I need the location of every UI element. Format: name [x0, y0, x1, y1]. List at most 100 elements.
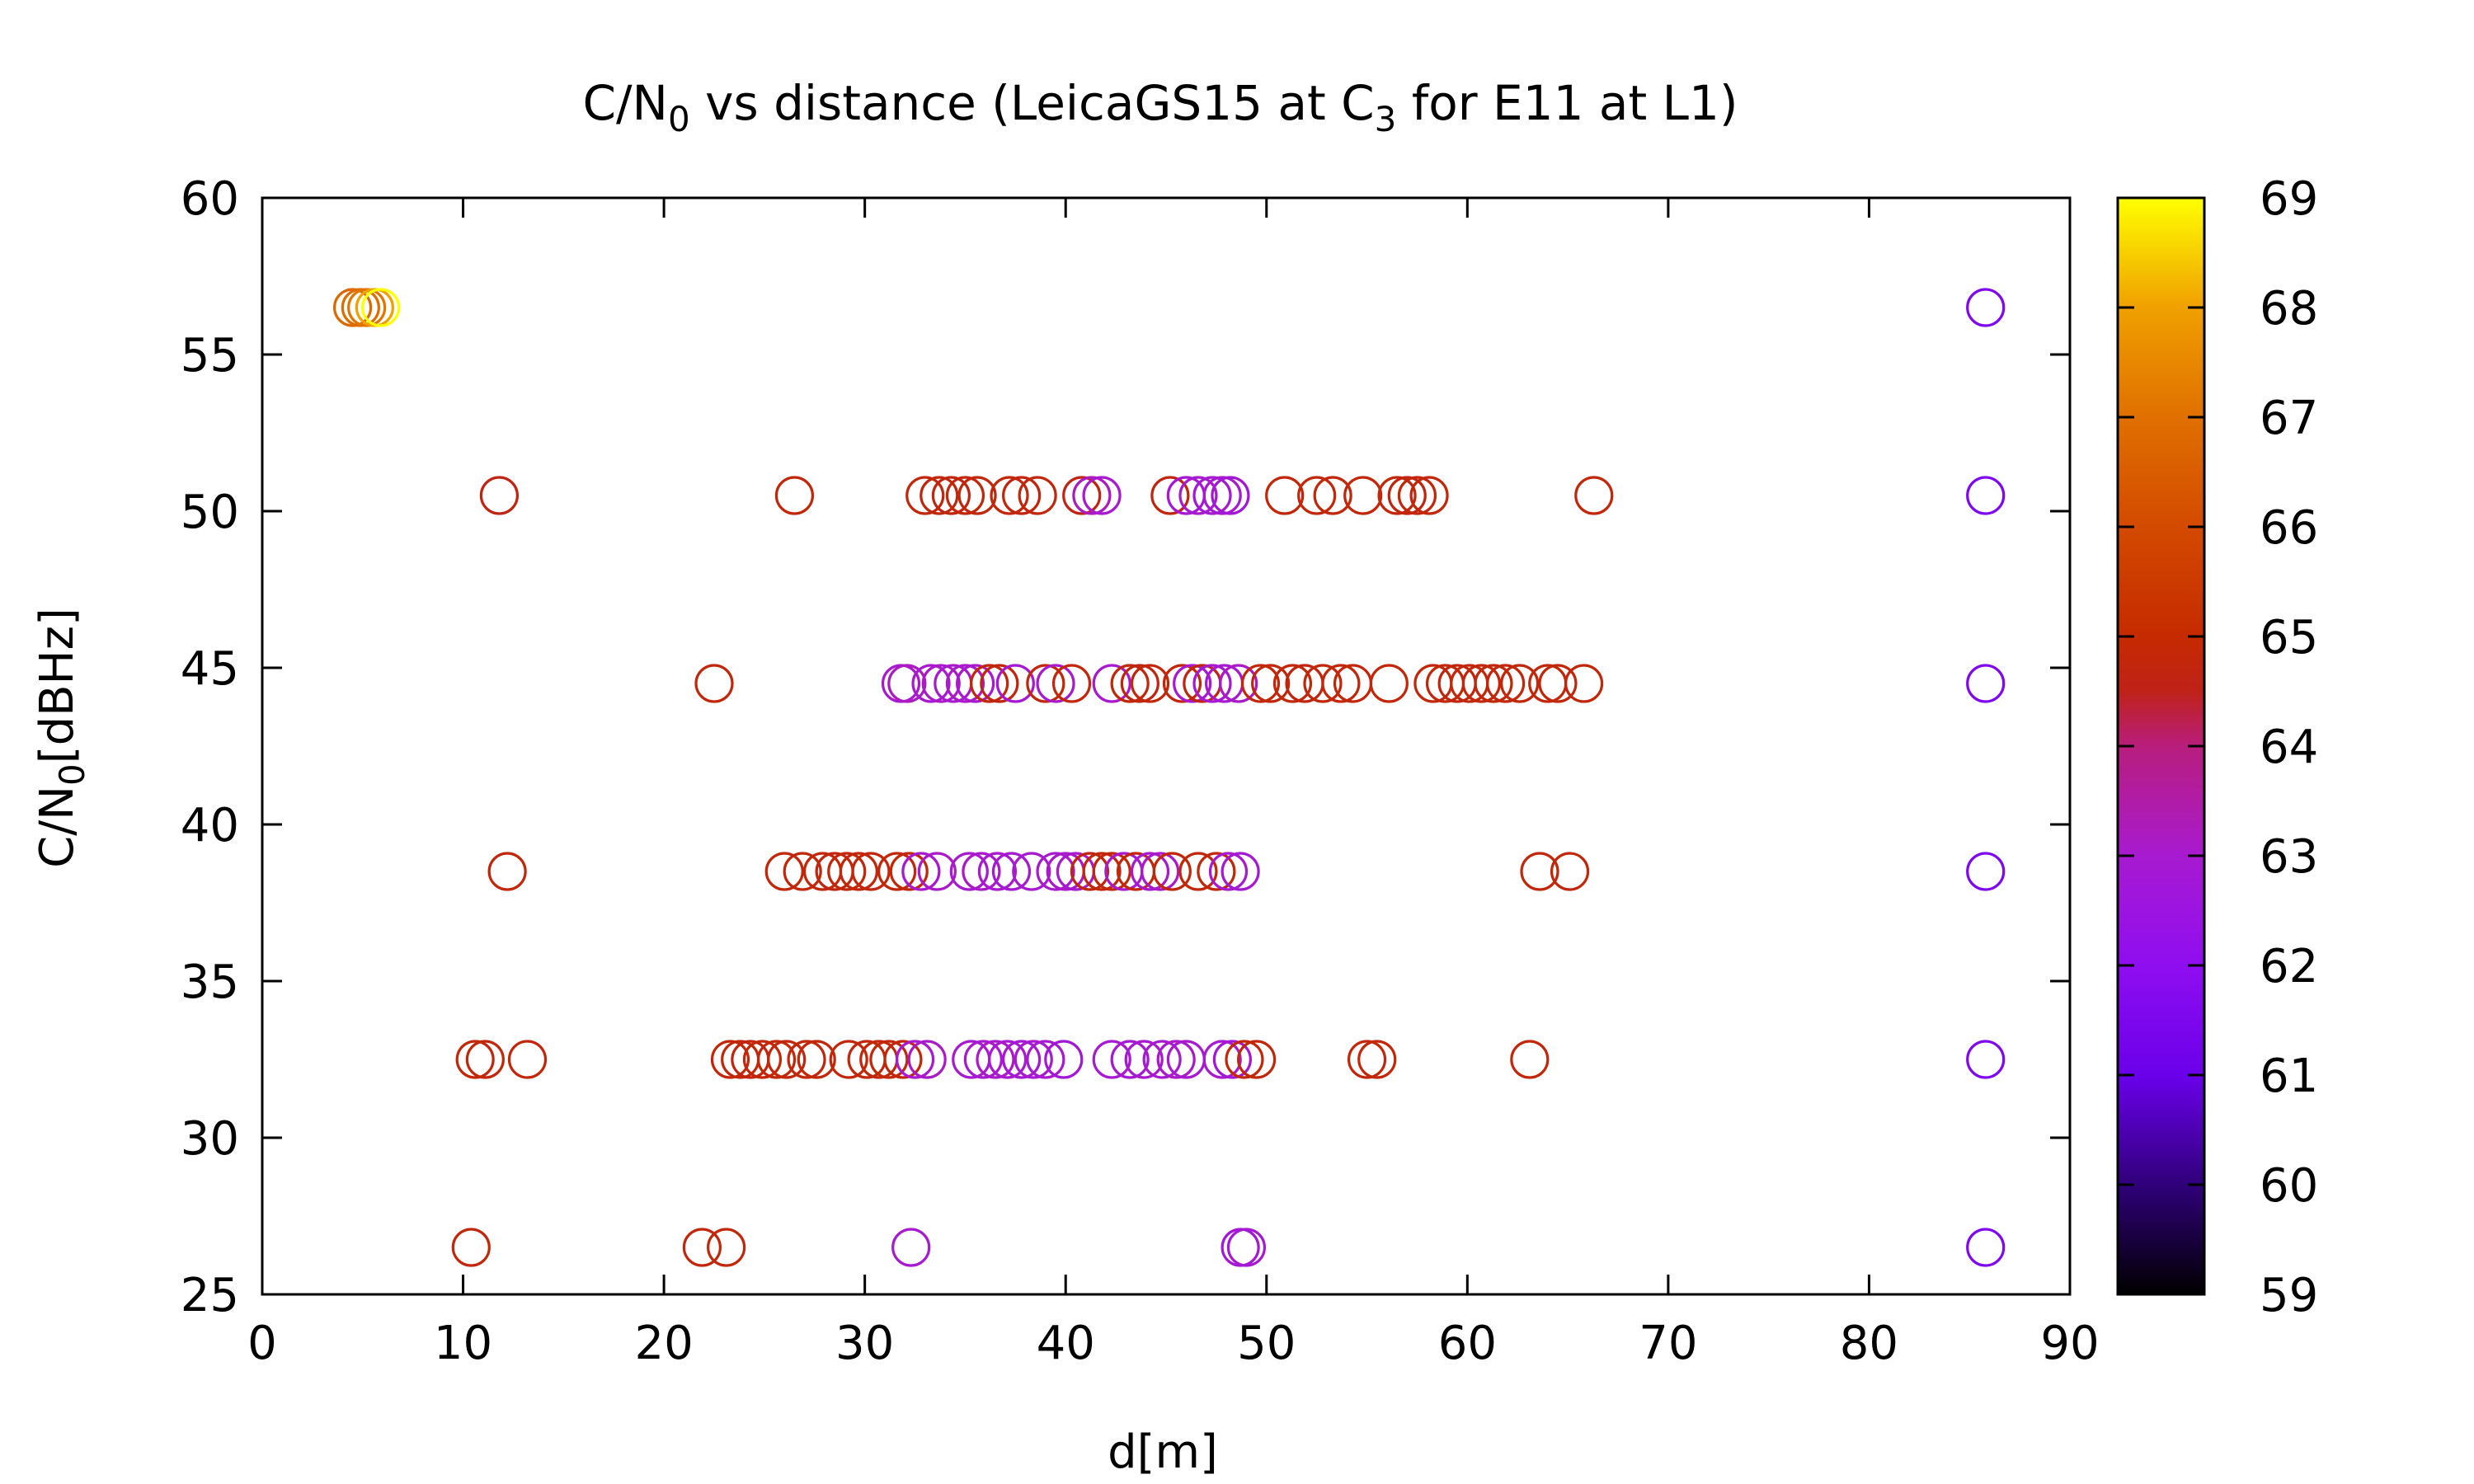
y-tick-label: 55 [181, 329, 239, 383]
data-point [1369, 664, 1409, 703]
data-point [1178, 852, 1218, 891]
data-point [976, 1040, 1015, 1079]
data-point [1343, 476, 1383, 515]
y-tick-label: 50 [181, 486, 239, 539]
data-point [361, 288, 401, 327]
x-tick-label: 10 [434, 1317, 492, 1370]
data-point [1082, 476, 1122, 515]
data-point [1221, 852, 1260, 891]
data-point [1150, 476, 1190, 515]
data-point [970, 664, 1009, 703]
data-point [887, 664, 927, 703]
data-point [1303, 664, 1343, 703]
x-axis-label: d[m] [1108, 1425, 1218, 1479]
data-point [756, 1040, 797, 1079]
data-point [1240, 664, 1281, 703]
data-point [1500, 664, 1540, 703]
data-point [1166, 1040, 1206, 1079]
data-point [1162, 664, 1202, 703]
data-point [945, 476, 985, 515]
data-point [1251, 664, 1291, 703]
chart-title: C/N0 vs distance (LeicaGS15 at C3 for E1… [583, 75, 1738, 139]
data-point [1321, 664, 1361, 703]
data-point [1538, 664, 1578, 703]
data-point [827, 852, 867, 891]
y-tick-label: 40 [181, 799, 239, 852]
data-point [891, 1228, 931, 1267]
data-point [774, 476, 815, 515]
data-point [1550, 852, 1590, 891]
data-point [1520, 852, 1559, 891]
data-point [1183, 664, 1222, 703]
data-point [1192, 476, 1232, 515]
y-axis-label: C/N0[dBHz] [31, 608, 92, 868]
data-point [1141, 852, 1180, 891]
data-point [1966, 664, 2006, 703]
data-point [957, 476, 997, 515]
data-point [1051, 664, 1092, 703]
colorbar-tick-label: 68 [2260, 282, 2318, 336]
data-point [931, 476, 971, 515]
data-point [479, 476, 519, 515]
x-tick-label: 60 [1438, 1317, 1497, 1370]
data-point [1012, 852, 1051, 891]
y-tick-label: 25 [181, 1269, 239, 1322]
data-point [1219, 664, 1258, 703]
data-point [869, 1040, 909, 1079]
data-point [767, 1040, 807, 1079]
data-point [901, 852, 941, 891]
x-tick-label: 0 [247, 1317, 277, 1370]
x-tick-label: 20 [634, 1317, 693, 1370]
data-point [977, 852, 1018, 891]
data-point [1202, 1040, 1242, 1079]
data-point [1236, 1040, 1277, 1079]
data-point [1070, 852, 1110, 891]
data-point [1072, 476, 1112, 515]
data-point [920, 476, 959, 515]
data-point [1272, 664, 1313, 703]
data-point [911, 664, 951, 703]
data-point [1026, 664, 1065, 703]
data-points [333, 288, 2006, 1267]
data-point [1226, 1228, 1267, 1267]
data-point [1377, 476, 1417, 515]
y-tick-label: 60 [181, 172, 239, 226]
data-point [1357, 1040, 1397, 1079]
colorbar-tick-label: 59 [2260, 1269, 2318, 1322]
data-point [1156, 1040, 1196, 1079]
data-point [347, 288, 387, 327]
data-point [1062, 476, 1102, 515]
data-point [487, 852, 527, 891]
colorbar-tick-label: 60 [2260, 1159, 2318, 1213]
data-point [721, 1040, 760, 1079]
colorbar-tick-label: 67 [2260, 392, 2318, 445]
data-point [1130, 664, 1170, 703]
data-point [710, 1040, 750, 1079]
data-point [921, 664, 961, 703]
colorbar-tick-label: 63 [2260, 830, 2318, 884]
x-tick-label: 40 [1037, 1317, 1095, 1370]
x-tick-label: 90 [2040, 1317, 2099, 1370]
data-point [1265, 476, 1305, 515]
data-point [455, 1040, 495, 1079]
data-point [990, 476, 1029, 515]
data-point [1110, 1040, 1150, 1079]
data-point [787, 1040, 826, 1079]
plot-area: 0 10 20 30 40 50 60 70 80 90 25 30 35 40 45 50 55 60 [181, 172, 2100, 1370]
data-point [1082, 852, 1122, 891]
data-point [451, 1228, 491, 1267]
data-point [895, 1040, 935, 1079]
data-point [1966, 1228, 2006, 1267]
data-point [1387, 476, 1427, 515]
data-point [1192, 664, 1232, 703]
data-point [1014, 1040, 1053, 1079]
data-point [1036, 852, 1075, 891]
data-point [1044, 1040, 1084, 1079]
colorbar-tick-label: 62 [2260, 940, 2318, 993]
data-point [1208, 852, 1249, 891]
data-point [889, 852, 929, 891]
data-point [1409, 476, 1449, 515]
data-point [783, 852, 822, 891]
plot-frame [261, 196, 2072, 1296]
data-point [1002, 476, 1042, 515]
